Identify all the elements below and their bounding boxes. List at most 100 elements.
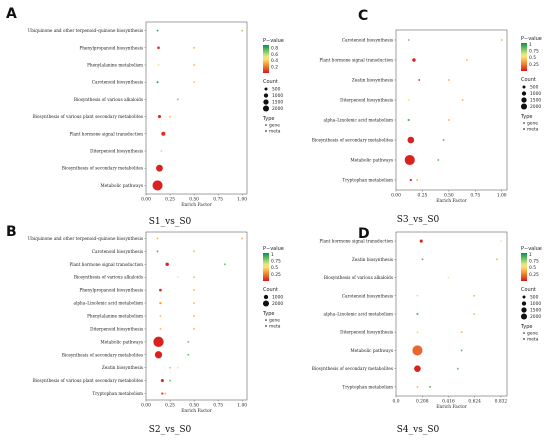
- x-tick-label: 0.75: [470, 194, 480, 199]
- data-point-gene: [160, 150, 163, 152]
- type-legend-gene: gene: [269, 124, 280, 129]
- data-point-gene: [407, 136, 415, 144]
- pvalue-tick-label: 0.75: [529, 49, 539, 55]
- panel-b: B Ubiquinone and other terpenoid–quinone …: [6, 224, 284, 435]
- type-legend-meta-icon: [265, 325, 267, 327]
- panel-letter: B: [6, 224, 17, 240]
- count-legend-title: Count: [521, 77, 536, 83]
- count-legend-dot: [521, 301, 527, 306]
- y-tick-label: alpha–Linolenic acid metabolism: [324, 118, 394, 123]
- type-legend-meta: meta: [527, 127, 539, 133]
- y-tick-label: Metabolic pathways: [350, 158, 393, 163]
- data-point-gene: [157, 115, 162, 119]
- pvalue-legend-title: P−value: [521, 246, 542, 252]
- count-legend-dot: [522, 295, 526, 299]
- y-tick-label: Biosynthesis of secondary metabolites: [312, 366, 393, 371]
- data-point-meta: [447, 276, 450, 279]
- data-point-meta: [193, 47, 195, 49]
- plot-frame: [145, 21, 248, 195]
- data-point-meta: [193, 276, 195, 279]
- y-tick-label: Ubiquinone and other terpenoid–quinone b…: [28, 236, 143, 241]
- y-tick-label: Plant hormone signal transduction: [319, 239, 393, 244]
- panel-caption: S2_vs_S0: [149, 425, 192, 435]
- data-point-gene: [152, 180, 163, 191]
- x-tick-label: 0.50: [444, 194, 454, 199]
- count-legend-label: 1500: [530, 308, 541, 314]
- count-legend-label: 1000: [272, 295, 283, 301]
- y-tick-label: Diterpenoid biosynthesis: [340, 330, 393, 335]
- pvalue-tick-label: 1: [529, 252, 532, 258]
- pvalue-tick-label: 0.8: [271, 46, 278, 52]
- data-point-meta: [176, 98, 179, 101]
- panel-letter: A: [6, 6, 17, 22]
- data-point-meta: [500, 240, 502, 242]
- type-legend-gene: gene: [527, 122, 538, 127]
- type-legend-gene: gene: [527, 332, 538, 337]
- count-legend-dot: [521, 307, 527, 313]
- type-legend-title: Type: [520, 324, 532, 330]
- y-tick-label: Biosynthesis of secondary metabolites: [62, 352, 143, 357]
- count-legend-dot: [263, 99, 269, 105]
- x-tick-label: 0.25: [165, 404, 175, 409]
- data-point-gene: [404, 154, 415, 166]
- y-tick-label: Biosynthesis of various alkaloids: [74, 275, 143, 280]
- data-point-meta: [473, 294, 476, 297]
- y-tick-label: Tryptophan metabolism: [92, 391, 143, 396]
- panel-caption: S1_vs_S0: [149, 217, 192, 227]
- pvalue-tick-label: 0.5: [529, 265, 536, 271]
- count-legend-label: 1500: [530, 98, 541, 104]
- y-tick-label: Diterpenoid biosynthesis: [90, 149, 143, 154]
- type-legend-gene: gene: [269, 319, 280, 324]
- data-point-meta: [193, 250, 195, 253]
- count-legend-label: 2000: [530, 314, 541, 320]
- count-legend-dot: [520, 313, 528, 320]
- data-point-meta: [241, 237, 243, 240]
- data-point-gene: [412, 345, 423, 356]
- data-point-gene: [416, 312, 419, 316]
- type-legend-meta-icon: [523, 338, 525, 340]
- y-tick-label: Diterpenoid biosynthesis: [90, 326, 143, 331]
- data-point-gene: [157, 46, 160, 50]
- count-legend-dot: [520, 103, 528, 110]
- pvalue-legend-title: P−value: [263, 246, 284, 252]
- y-tick-label: Metabolic pathways: [350, 348, 393, 353]
- x-tick-label: 0.00: [141, 404, 151, 409]
- y-tick-label: Plant hormone signal transduction: [69, 262, 143, 267]
- x-tick-label: 0.416: [442, 400, 455, 405]
- y-tick-label: Phenylalanine metabolism: [87, 314, 143, 319]
- y-tick-label: Plant hormone signal transduction: [319, 58, 393, 63]
- data-point-meta: [460, 331, 463, 334]
- y-tick-label: Biosynthesis of secondary metabolites: [312, 138, 393, 143]
- count-legend-label: 1000: [272, 93, 283, 99]
- count-legend-label: 2000: [530, 104, 541, 110]
- data-point-meta: [442, 139, 445, 141]
- data-point-gene: [419, 239, 423, 243]
- y-tick-label: Metabolic pathways: [100, 183, 143, 188]
- y-tick-label: Carotenoid biosynthesis: [342, 293, 393, 298]
- count-legend-label: 500: [530, 295, 539, 301]
- data-point-meta: [457, 367, 459, 370]
- data-point-meta: [187, 341, 190, 343]
- pvalue-tick-label: 0.5: [529, 55, 536, 61]
- y-tick-label: Carotenoid biosynthesis: [92, 249, 143, 254]
- count-legend-label: 500: [530, 85, 539, 91]
- pvalue-tick-label: 0.75: [271, 259, 281, 265]
- y-tick-label: Metabolic pathways: [100, 339, 143, 344]
- count-legend-dot: [263, 294, 269, 300]
- count-legend-dot: [262, 105, 270, 112]
- type-legend-meta: meta: [269, 324, 281, 330]
- pvalue-tick-label: 0.25: [529, 272, 539, 278]
- pvalue-colorbar: [521, 43, 527, 71]
- pvalue-tick-label: 1: [529, 42, 532, 48]
- data-point-gene: [157, 64, 160, 66]
- data-point-meta: [496, 258, 498, 261]
- data-point-meta: [461, 99, 464, 101]
- data-point-gene: [416, 331, 419, 334]
- data-point-gene: [165, 262, 169, 267]
- count-legend-dot: [262, 300, 270, 307]
- count-legend-title: Count: [263, 287, 278, 293]
- y-tick-label: Carotenoid biosynthesis: [92, 80, 143, 85]
- x-tick-label: 0.25: [418, 194, 428, 199]
- data-point-meta: [193, 289, 195, 291]
- data-point-gene: [159, 315, 162, 317]
